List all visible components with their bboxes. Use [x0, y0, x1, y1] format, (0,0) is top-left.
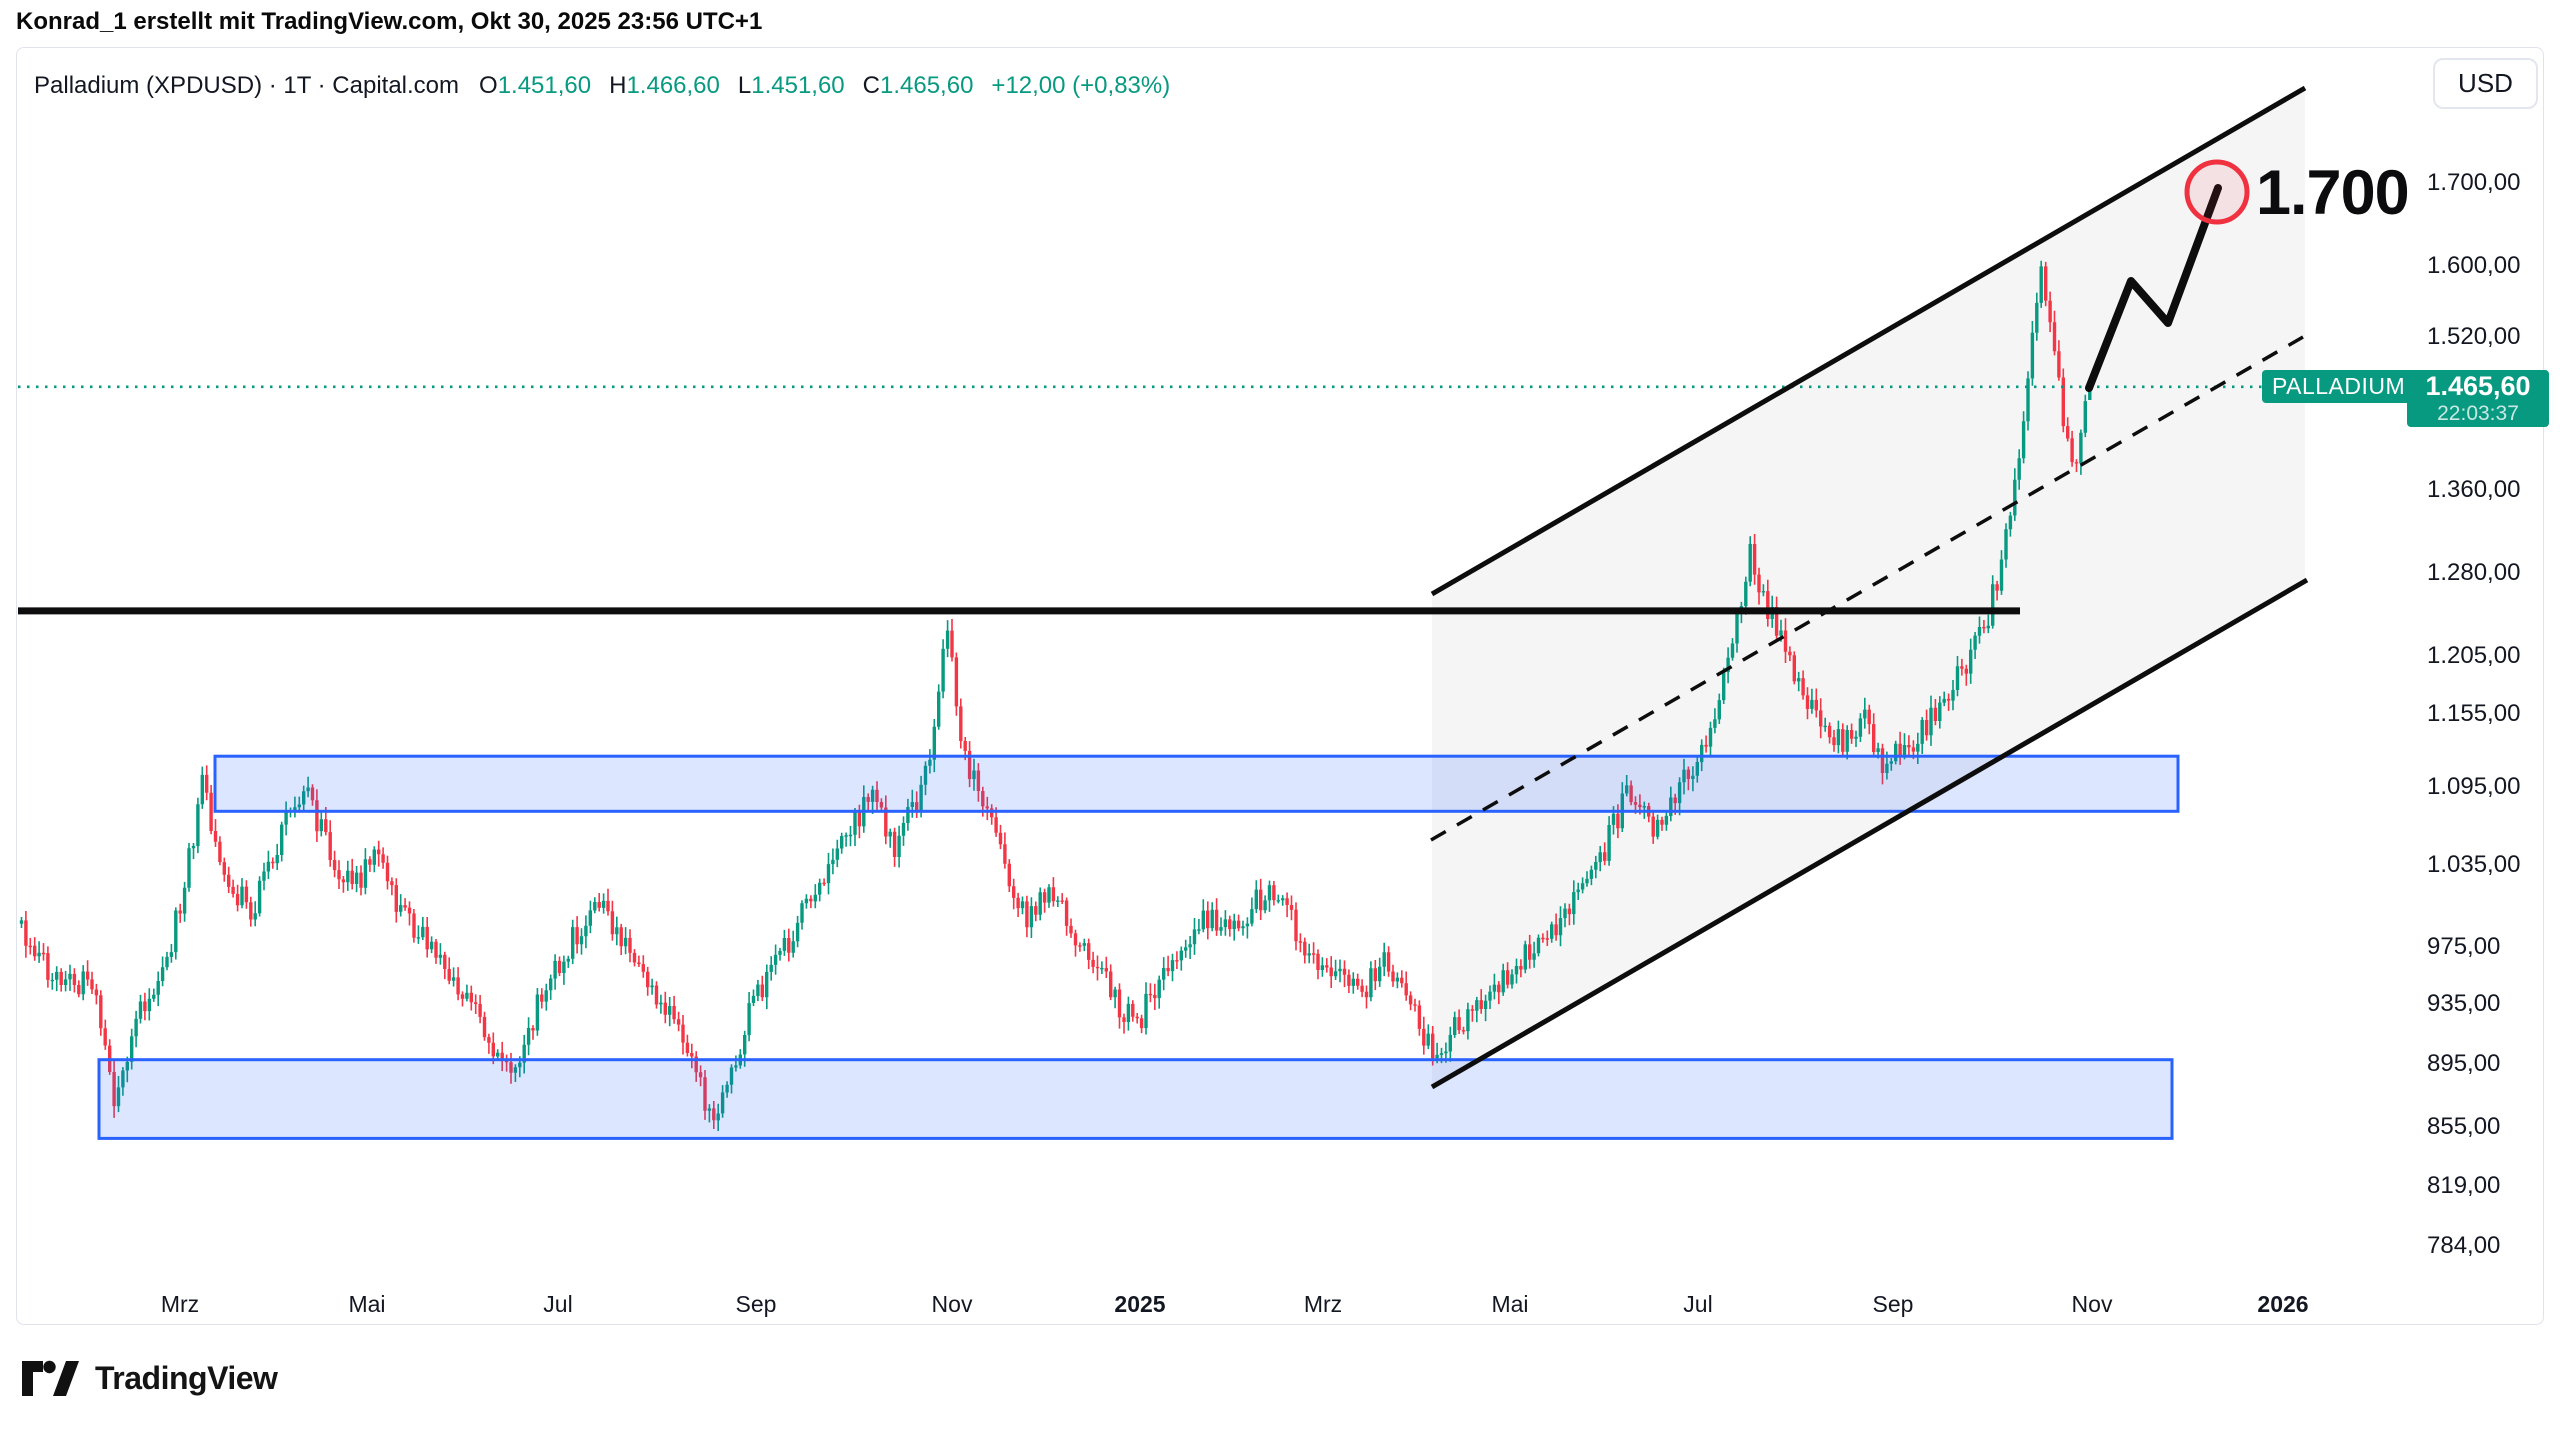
channel-lower-line — [1430, 577, 2309, 1090]
x-axis-tick: Jul — [1683, 1291, 1713, 1317]
price-label-symbol-badge: PALLADIUM — [2262, 370, 2416, 403]
x-axis-tick: Nov — [931, 1291, 973, 1317]
ohlc-close: C 1.465,60 — [862, 72, 974, 99]
x-axis-tick: Sep — [735, 1291, 777, 1317]
price-label-value-badge: 1.465,60 22:03:37 — [2407, 370, 2549, 427]
tradingview-logo-text: TradingView — [95, 1360, 278, 1396]
last-price: 1.465,60 — [2425, 371, 2531, 401]
y-axis-tick: 855,00 — [2427, 1113, 2501, 1141]
x-axis-tick: Jul — [543, 1291, 573, 1317]
ohlc-change: +12,00 (+0,83%) — [991, 72, 1171, 99]
ohlc-group: O 1.451,60 H 1.466,60 L 1.451,60 C 1.465,60 +12,… — [479, 72, 1170, 100]
y-axis-tick: 1.205,00 — [2427, 641, 2521, 669]
target-price-label: 1.700 — [2256, 158, 2410, 228]
y-axis-tick: 1.155,00 — [2427, 699, 2521, 727]
channel-upper-line — [1430, 85, 2307, 597]
forecast-arrow-path — [2085, 184, 2222, 392]
y-axis-tick: 819,00 — [2427, 1172, 2501, 1200]
x-axis-tick: 2026 — [2257, 1291, 2309, 1317]
candle-bodies-up — [19, 266, 2092, 1121]
ohlc-low: L 1.451,60 — [737, 72, 845, 99]
x-axis-tick: Mrz — [160, 1291, 200, 1317]
y-axis-tick: 1.035,00 — [2427, 850, 2521, 878]
y-axis-tick: 1.360,00 — [2427, 475, 2521, 503]
y-axis-tick: 1.600,00 — [2427, 252, 2521, 280]
bar-countdown: 22:03:37 — [2437, 402, 2519, 425]
symbol-title: Palladium (XPDUSD) · 1T · Capital.com — [34, 72, 460, 99]
demand-zone-rect — [97, 1058, 2174, 1140]
y-axis-tick: 784,00 — [2427, 1232, 2501, 1260]
attribution-text: Konrad_1 erstellt mit TradingView.com, O… — [16, 8, 763, 35]
y-axis-tick: 895,00 — [2427, 1050, 2501, 1078]
y-axis-tick: 975,00 — [2427, 932, 2501, 960]
ohlc-open: O 1.451,60 — [479, 72, 592, 99]
x-axis-tick: Mrz — [1303, 1291, 1343, 1317]
tradingview-logo-icon — [22, 1360, 79, 1396]
y-axis-tick: 1.520,00 — [2427, 322, 2521, 350]
y-axis-tick: 1.700,00 — [2427, 169, 2521, 196]
y-axis-tick: 935,00 — [2427, 990, 2501, 1018]
y-axis-tick: 1.280,00 — [2427, 558, 2521, 586]
x-axis-tick: 2025 — [1114, 1291, 1166, 1317]
x-axis-tick: Mai — [1491, 1291, 1529, 1317]
ohlc-high: H 1.466,60 — [609, 72, 720, 99]
currency-button[interactable]: USD — [2433, 58, 2538, 109]
target-circle — [2184, 159, 2250, 225]
x-axis-tick: Sep — [1872, 1291, 1914, 1317]
tradingview-logo[interactable]: TradingView — [22, 1360, 278, 1397]
x-axis-tick: Mai — [348, 1291, 386, 1317]
supply-zone-rect — [213, 754, 2180, 813]
y-axis-tick: 1.095,00 — [2427, 773, 2521, 801]
x-axis-tick: Nov — [2071, 1291, 2113, 1317]
channel-fill — [1432, 88, 2305, 1087]
